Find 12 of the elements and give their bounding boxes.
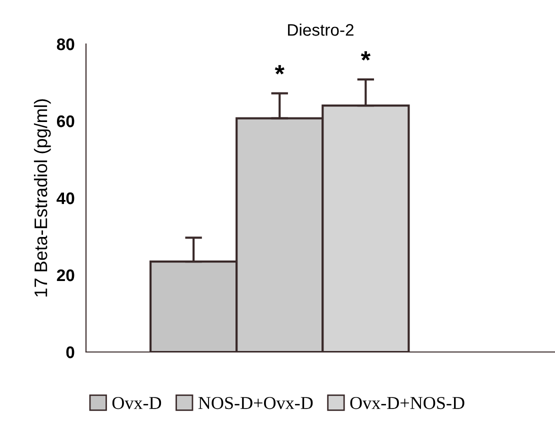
annotation: * — [274, 65, 284, 74]
y-tick-label: 0 — [66, 346, 74, 358]
y-axis-title: 17 Beta-Estradiol (pg/ml) — [34, 99, 51, 296]
legend-label: Ovx-D — [112, 396, 162, 410]
y-tick-label: 80 — [56, 38, 74, 50]
y-tick-label: 20 — [56, 269, 74, 282]
annotation: * — [360, 51, 371, 61]
chart-title: Diestro-2 — [288, 24, 354, 36]
legend-label: Ovx-D+NOS-D — [350, 396, 464, 410]
y-tick-label: 60 — [56, 115, 74, 128]
y-tick-label: 40 — [56, 192, 74, 204]
legend-label: NOS-D+Ovx-D — [198, 396, 313, 410]
